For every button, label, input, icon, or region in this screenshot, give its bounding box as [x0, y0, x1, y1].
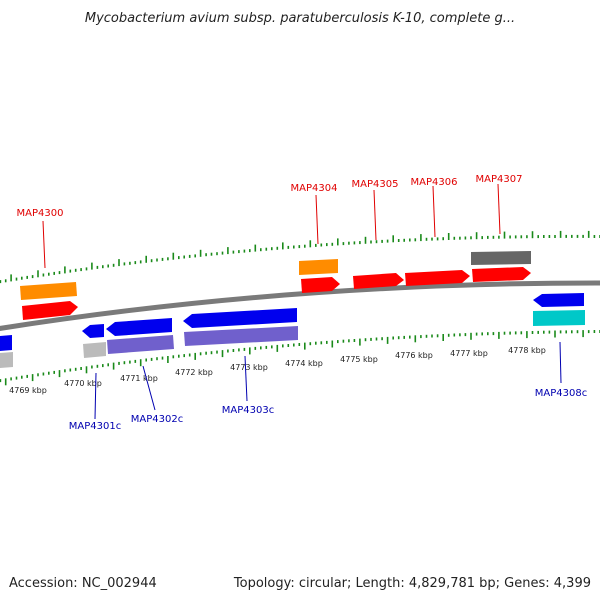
label-leader [497, 183, 501, 235]
gene-label: MAP4306 [411, 177, 458, 188]
gene-partial-left[interactable] [0, 335, 13, 368]
scale-label: 4774 kbp [285, 359, 323, 368]
label-leader [42, 220, 46, 269]
cds-forward-arrow [353, 273, 404, 289]
topology-text: Topology: circular; Length: 4,829,781 bp… [233, 576, 591, 591]
cds-forward-arrow [472, 267, 531, 282]
orange-feature-block [299, 259, 338, 275]
scale-label: 4775 kbp [340, 355, 378, 364]
gene-label: MAP4302c [131, 414, 183, 425]
cds-reverse-arrow [183, 308, 297, 328]
lavender-feature-block [184, 326, 298, 346]
label-leader [244, 355, 248, 402]
label-leader [94, 372, 97, 420]
gene-map4303c[interactable]: MAP4303c [183, 308, 298, 416]
gene-label: MAP4300 [17, 208, 64, 219]
gene-label: MAP4308c [535, 388, 587, 399]
genome-backbone [0, 280, 600, 331]
gene-label: MAP4304 [291, 183, 338, 194]
gene-map4302c[interactable]: MAP4302c [106, 318, 183, 425]
cds-forward-arrow [301, 277, 340, 293]
forward-tick-track [0, 230, 600, 284]
cyan-feature-block [533, 310, 585, 326]
label-leader [559, 341, 562, 384]
scale-labels: 4769 kbp 4770 kbp 4771 kbp 4772 kbp 4773… [9, 346, 546, 395]
gene-map4301c[interactable]: MAP4301c [69, 324, 121, 432]
gene-map4304[interactable]: MAP4304 [291, 183, 340, 293]
gene-label: MAP4301c [69, 421, 121, 432]
scale-label: 4771 kbp [120, 374, 158, 383]
gene-label: MAP4305 [352, 179, 399, 190]
lavender-feature-block [107, 335, 174, 354]
light-gray-feature-block [0, 352, 13, 368]
cds-reverse-arrow [106, 318, 172, 336]
gene-map4305[interactable]: MAP4305 [352, 179, 404, 289]
cds-reverse-arrow [533, 293, 584, 307]
gene-map4307[interactable]: MAP4307 [471, 174, 531, 282]
map-title: Mycobacterium avium subsp. paratuberculo… [85, 11, 515, 26]
scale-label: 4773 kbp [230, 363, 268, 372]
gene-map4308c[interactable]: MAP4308c [533, 293, 587, 399]
reverse-tick-track [0, 330, 600, 386]
label-leader [315, 194, 319, 245]
label-leader [432, 185, 436, 238]
gene-map4300[interactable]: MAP4300 [17, 208, 78, 320]
light-gray-feature-block [83, 342, 106, 358]
orange-feature-block [20, 282, 77, 300]
gene-label: MAP4303c [222, 405, 274, 416]
gray-feature-block [471, 251, 531, 265]
gene-map4306[interactable]: MAP4306 [405, 177, 470, 286]
accession-text: Accession: NC_002944 [9, 576, 157, 591]
scale-label: 4770 kbp [64, 379, 102, 388]
cds-forward-arrow [405, 270, 470, 286]
gene-label: MAP4307 [476, 174, 523, 185]
scale-label: 4772 kbp [175, 368, 213, 377]
cds-reverse-block [0, 335, 12, 351]
cds-forward-arrow [22, 301, 78, 320]
scale-label: 4777 kbp [450, 349, 488, 358]
label-leader [373, 189, 377, 241]
label-leader [142, 365, 156, 411]
scale-label: 4778 kbp [508, 346, 546, 355]
scale-label: 4776 kbp [395, 351, 433, 360]
cds-reverse-arrow [82, 324, 104, 338]
scale-label: 4769 kbp [9, 386, 47, 395]
